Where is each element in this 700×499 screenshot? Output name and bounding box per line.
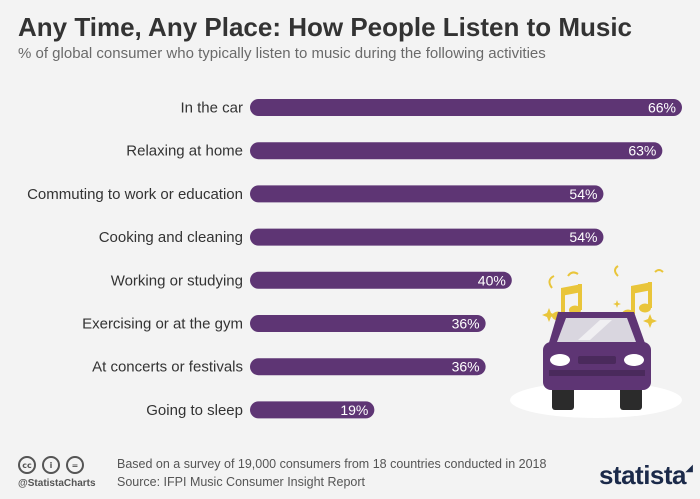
category-label: Commuting to work or education [27,186,243,203]
category-label: Cooking and cleaning [99,229,243,246]
bar-3 [250,228,604,246]
bar-value-label: 36% [452,359,480,375]
category-label: Working or studying [111,272,243,289]
category-label: In the car [180,100,243,117]
category-label: Relaxing at home [126,143,243,160]
bar-7 [250,401,375,419]
category-label: Going to sleep [146,402,243,419]
category-label: At concerts or festivals [92,359,243,376]
bar-5 [250,315,486,332]
bar-value-label: 54% [569,229,597,245]
bar-value-label: 63% [628,143,656,159]
bar-2 [250,185,604,203]
statista-logo[interactable]: statista [598,460,687,490]
bar-4 [250,271,512,289]
source-note: Source: IFPI Music Consumer Insight Repo… [117,475,366,489]
creative-commons-icon: cc [18,456,36,474]
bar-value-label: 40% [478,272,506,288]
bar-1 [250,142,663,160]
sound-wave-icon [548,265,664,289]
attribution-icon: i [42,456,60,474]
sparkle-icon [542,300,657,328]
survey-note: Based on a survey of 19,000 consumers fr… [117,457,547,471]
car-illustration [510,265,682,418]
chart-subtitle: % of global consumer who typically liste… [18,45,546,62]
bar-value-label: 36% [452,316,480,332]
chart-title: Any Time, Any Place: How People Listen t… [18,12,633,42]
bar-value-label: 54% [569,186,597,202]
car-icon [543,312,651,410]
logo-arrow-icon: ◢ [685,463,693,474]
no-derivatives-icon: = [66,456,84,474]
bar-value-label: 66% [648,100,676,116]
bar-0 [250,99,682,116]
category-label: Exercising or at the gym [82,316,243,333]
bar-value-label: 19% [340,402,368,418]
twitter-handle[interactable]: @StatistaCharts [18,478,96,489]
bar-chart: 66% In the car 63% Relaxing at home 54% Commu… [27,99,682,419]
license-icons: cc i = [18,456,84,474]
bars-layer: 66% In the car 63% Relaxing at home 54% Commu… [27,99,682,419]
bar-6 [250,358,486,376]
